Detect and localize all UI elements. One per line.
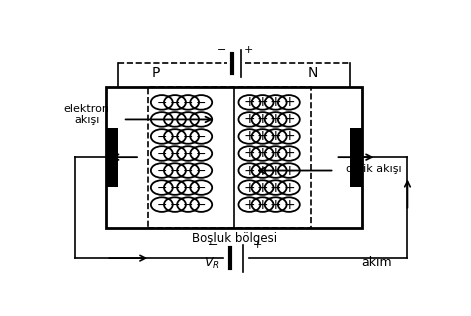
Text: +: + <box>270 95 282 109</box>
Text: −: − <box>170 199 180 212</box>
Bar <box>106 128 118 187</box>
Text: +: + <box>270 180 282 195</box>
Text: −: − <box>196 97 206 110</box>
Text: +: + <box>270 112 282 126</box>
Text: −: − <box>156 199 167 212</box>
Text: +: + <box>253 240 262 250</box>
Text: +: + <box>244 45 253 55</box>
Text: +: + <box>244 95 255 109</box>
Text: +: + <box>257 198 268 212</box>
Text: −: − <box>183 114 193 127</box>
Text: −: − <box>196 114 206 127</box>
Text: +: + <box>244 198 255 212</box>
Text: +: + <box>283 198 295 212</box>
Text: +: + <box>283 112 295 126</box>
Text: −: − <box>196 182 206 195</box>
Text: −: − <box>170 165 180 178</box>
Text: +: + <box>283 147 295 161</box>
Text: −: − <box>196 199 206 212</box>
Text: +: + <box>244 180 255 195</box>
Text: P: P <box>151 66 160 80</box>
Text: +: + <box>283 95 295 109</box>
Text: −: − <box>156 165 167 178</box>
Text: −: − <box>196 165 206 178</box>
Text: +: + <box>244 130 255 143</box>
Text: −: − <box>183 199 193 212</box>
Text: N: N <box>308 66 318 80</box>
Text: +: + <box>283 130 295 143</box>
Text: +: + <box>244 163 255 178</box>
Text: +: + <box>257 95 268 109</box>
Text: −: − <box>183 148 193 161</box>
Text: +: + <box>283 180 295 195</box>
Text: +: + <box>257 112 268 126</box>
Text: −: − <box>156 97 167 110</box>
Text: −: − <box>183 131 193 144</box>
Text: −: − <box>156 148 167 161</box>
Text: +: + <box>270 163 282 178</box>
Text: +: + <box>244 147 255 161</box>
Text: −: − <box>170 148 180 161</box>
Text: +: + <box>270 198 282 212</box>
Text: −: − <box>170 131 180 144</box>
Text: +: + <box>244 112 255 126</box>
Text: +: + <box>270 130 282 143</box>
Text: +: + <box>257 163 268 178</box>
Text: Boşluk bölgesi: Boşluk bölgesi <box>192 232 276 245</box>
Text: −: − <box>156 114 167 127</box>
Bar <box>350 128 362 187</box>
Text: −: − <box>170 182 180 195</box>
Text: −: − <box>209 240 219 250</box>
Text: $V_R$: $V_R$ <box>204 255 220 270</box>
Text: −: − <box>183 97 193 110</box>
Text: delik akışı: delik akışı <box>346 164 401 174</box>
Text: +: + <box>257 130 268 143</box>
Text: −: − <box>156 131 167 144</box>
Text: −: − <box>196 148 206 161</box>
Text: +: + <box>283 163 295 178</box>
Text: −: − <box>196 131 206 144</box>
Text: −: − <box>156 182 167 195</box>
Text: elektron
akışı: elektron akışı <box>64 104 110 125</box>
Text: akım: akım <box>361 257 392 270</box>
Bar <box>148 87 311 228</box>
Text: +: + <box>257 147 268 161</box>
Text: −: − <box>183 165 193 178</box>
Text: −: − <box>170 97 180 110</box>
Bar <box>106 87 362 228</box>
Text: +: + <box>257 180 268 195</box>
Text: −: − <box>217 45 226 55</box>
Text: −: − <box>170 114 180 127</box>
Text: +: + <box>270 147 282 161</box>
Text: −: − <box>183 182 193 195</box>
